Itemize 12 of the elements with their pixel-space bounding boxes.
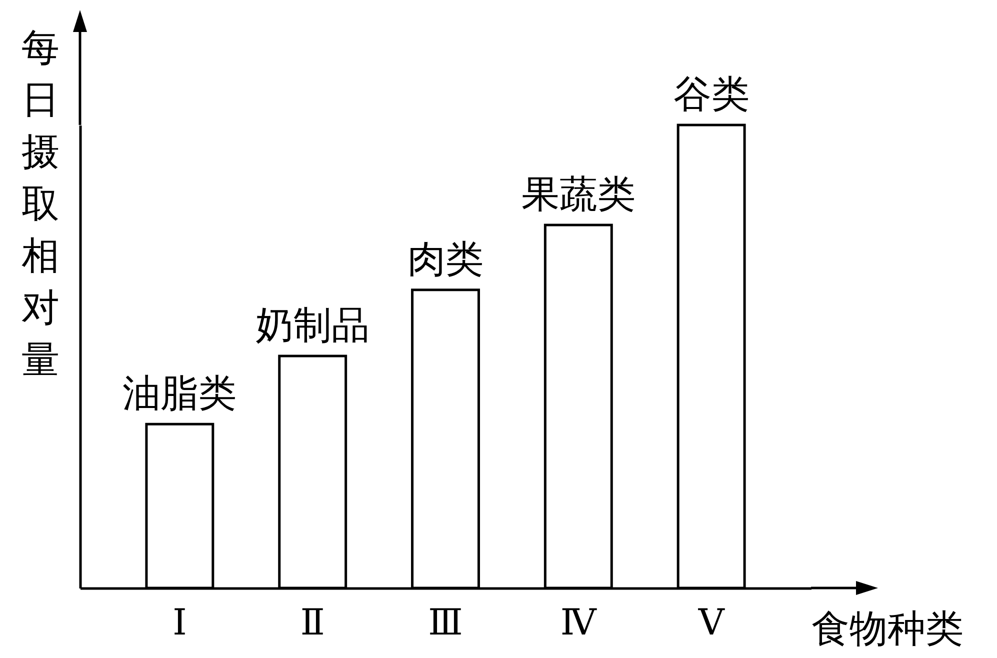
annotation: 肉类 xyxy=(408,236,484,281)
annotation: 果蔬类 xyxy=(521,172,636,216)
x-axis-title: 食物种类 xyxy=(812,606,964,650)
x-tick-label: Ⅱ xyxy=(300,602,325,644)
y-axis-title: 每日摄取相对量 xyxy=(22,26,60,382)
annotation: 奶制品 xyxy=(256,303,370,348)
x-tick-label: Ⅰ xyxy=(172,602,187,644)
annotation: 油脂类 xyxy=(122,371,237,416)
x-tick-label: Ⅲ xyxy=(428,602,463,644)
annotation: 谷类 xyxy=(673,72,750,116)
x-tick-label: Ⅴ xyxy=(697,602,726,644)
x-tick-label: Ⅳ xyxy=(560,602,598,644)
